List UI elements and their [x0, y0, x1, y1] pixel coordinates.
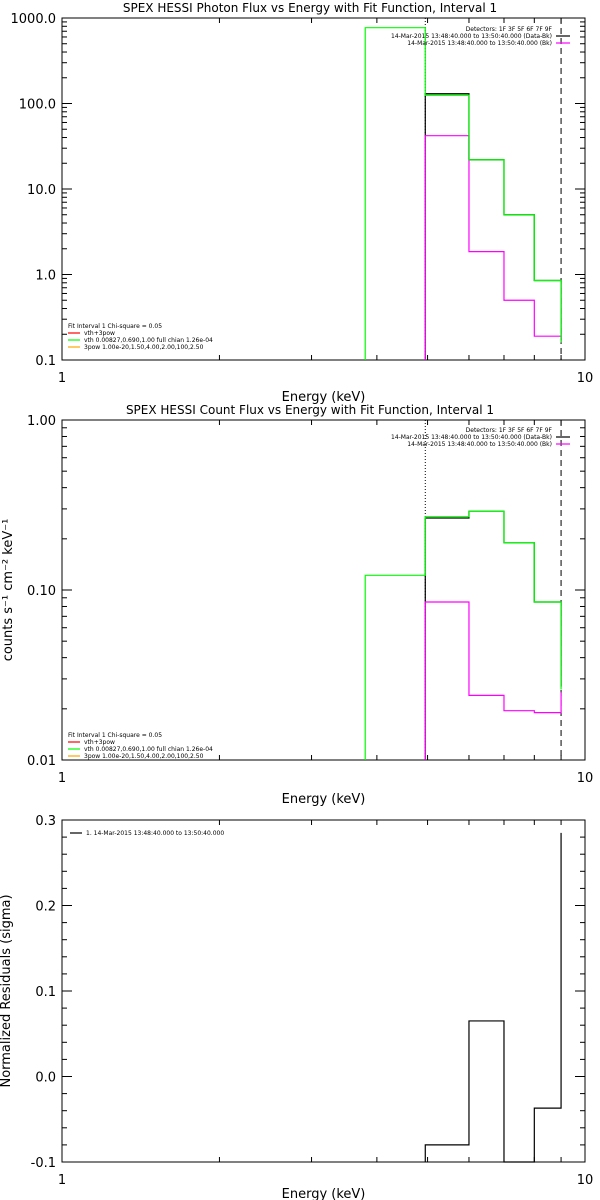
series-group	[364, 510, 562, 760]
y-tick-label: 10.0	[27, 183, 56, 198]
panel-resid: -0.1 0.0 0.1 0.2 0.3 1 10 Energy (keV) Normalize…	[0, 814, 593, 1200]
legend-tr-text: Detectors: 1F 3F 5F 6F 7F 9F	[466, 427, 553, 434]
legend-tr-text: 14-Mar-2015 13:48:40.000 to 13:50:40.000…	[391, 434, 552, 441]
y-tick-label: 100.0	[19, 98, 56, 113]
legend-bl-text: Fit Interval 1 Chi-square = 0.05	[68, 323, 162, 330]
y-tick-label: 0.10	[27, 584, 56, 599]
series-group	[424, 832, 562, 1163]
legend-tr-text: 14-Mar-2015 13:48:40.000 to 13:50:40.000…	[391, 33, 552, 40]
legend-bl-text: Fit Interval 1 Chi-square = 0.05	[68, 732, 162, 739]
series-group	[364, 27, 562, 360]
series-bk-step	[424, 135, 562, 360]
series-vth-step	[364, 27, 562, 360]
series-bk-step	[424, 601, 562, 760]
y-axis-label: counts s⁻¹ cm⁻² keV⁻¹	[1, 519, 16, 662]
x-axis-label: Energy (keV)	[282, 792, 366, 807]
y-tick-label: 0.0	[35, 1071, 56, 1086]
panel-count: SPEX HESSI Count Flux vs Energy with Fit…	[1, 403, 593, 807]
chart-title: SPEX HESSI Photon Flux vs Energy with Fi…	[123, 1, 497, 15]
x-tick-label: 1	[58, 371, 66, 386]
y-tick-label: -0.1	[31, 1156, 56, 1171]
y-tick-label: 0.2	[35, 900, 56, 915]
x-tick-label: 1	[58, 771, 66, 786]
y-tick-label: 1000.0	[11, 12, 57, 27]
legend-bl-text: vth+3pow	[84, 739, 115, 746]
y-tick-label: 0.1	[35, 985, 56, 1000]
legend-bl-text: vth 0.00827,0.690,1.00 full chian 1.26e-…	[84, 337, 213, 344]
plot-frame	[61, 819, 586, 1163]
y-tick-label: 1.00	[27, 414, 56, 429]
x-axis-label: Energy (keV)	[282, 390, 366, 405]
y-tick-label: 0.3	[35, 814, 56, 829]
legend-tr-text: 14-Mar-2015 13:48:40.000 to 13:50:40.000…	[407, 441, 552, 448]
panel-photon: SPEX HESSI Photon Flux vs Energy with Fi…	[11, 1, 594, 405]
series-data-bk-step	[424, 93, 562, 360]
y-tick-label: 0.01	[27, 754, 56, 769]
legend-tl-text: 1. 14-Mar-2015 13:48:40.000 to 13:50:40.…	[86, 830, 224, 837]
legend-tr-text: 14-Mar-2015 13:48:40.000 to 13:50:40.000…	[407, 40, 552, 47]
y-tick-label: 0.1	[35, 354, 56, 369]
legend-bl-text: vth+3pow	[84, 330, 115, 337]
x-tick-label: 10	[577, 371, 594, 386]
legend-bl-text: 3pow 1.00e-20,1.50,4.00,2.00,100,2.50	[84, 753, 204, 760]
series-vth-step	[364, 510, 562, 760]
x-tick-label: 10	[577, 1173, 594, 1188]
plot-frame	[61, 17, 586, 361]
x-axis-label: Energy (keV)	[282, 1187, 366, 1200]
legend-bl-text: 3pow 1.00e-20,1.50,4.00,2.00,100,2.50	[84, 344, 204, 351]
legend-tr-text: Detectors: 1F 3F 5F 6F 7F 9F	[466, 26, 553, 33]
x-tick-label: 10	[577, 771, 594, 786]
plot-frame	[61, 419, 586, 761]
y-tick-label: 1.0	[35, 269, 56, 284]
series-data-bk-step	[424, 510, 562, 760]
chart-title: SPEX HESSI Count Flux vs Energy with Fit…	[126, 403, 494, 417]
x-tick-label: 1	[58, 1173, 66, 1188]
series-1-step	[424, 832, 562, 1163]
legend-bl-text: vth 0.00827,0.690,1.00 full chian 1.26e-…	[84, 746, 213, 753]
y-axis-label: Normalized Residuals (sigma)	[0, 894, 14, 1087]
